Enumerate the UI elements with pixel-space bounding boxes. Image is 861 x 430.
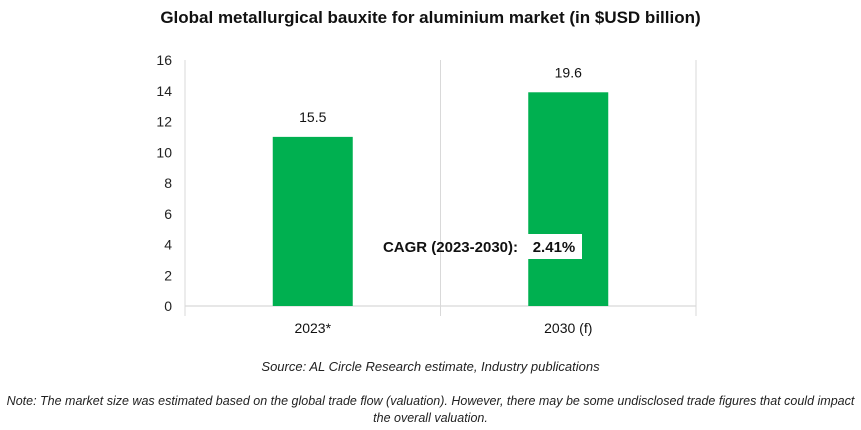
bar-layer <box>272 92 609 306</box>
cagr-label: CAGR (2023-2030): <box>383 239 518 256</box>
bar <box>272 136 353 306</box>
category-label: 2023* <box>294 320 331 336</box>
chart-title: Global metallurgical bauxite for alumini… <box>160 8 701 27</box>
cagr-annotation: CAGR (2023-2030): 2.41% <box>383 234 582 259</box>
data-label: 15.5 <box>299 109 326 125</box>
footnote: Note: The market size was estimated base… <box>6 394 855 425</box>
y-tick-label: 10 <box>156 144 172 160</box>
data-label: 19.6 <box>555 64 582 80</box>
y-tick-label: 8 <box>164 175 172 191</box>
category-label: 2030 (f) <box>544 320 592 336</box>
bar <box>528 92 609 306</box>
y-tick-label: 6 <box>164 206 172 222</box>
axis-layer: 0 2 4 6 8 10 12 14 16 <box>156 52 172 314</box>
cagr-value-box <box>527 234 582 259</box>
y-tick-label: 0 <box>164 298 172 314</box>
source-note: Source: AL Circle Research estimate, Ind… <box>261 359 600 374</box>
cagr-value: 2.41% <box>533 239 576 256</box>
y-tick-label: 2 <box>164 267 172 283</box>
y-tick-label: 4 <box>164 237 172 253</box>
grid-layer <box>184 60 697 316</box>
label-layer: 15.5 2023* 19.6 2030 (f) <box>294 64 592 336</box>
y-tick-label: 14 <box>156 83 172 99</box>
y-tick-label: 16 <box>156 52 172 68</box>
y-tick-label: 12 <box>156 114 172 130</box>
